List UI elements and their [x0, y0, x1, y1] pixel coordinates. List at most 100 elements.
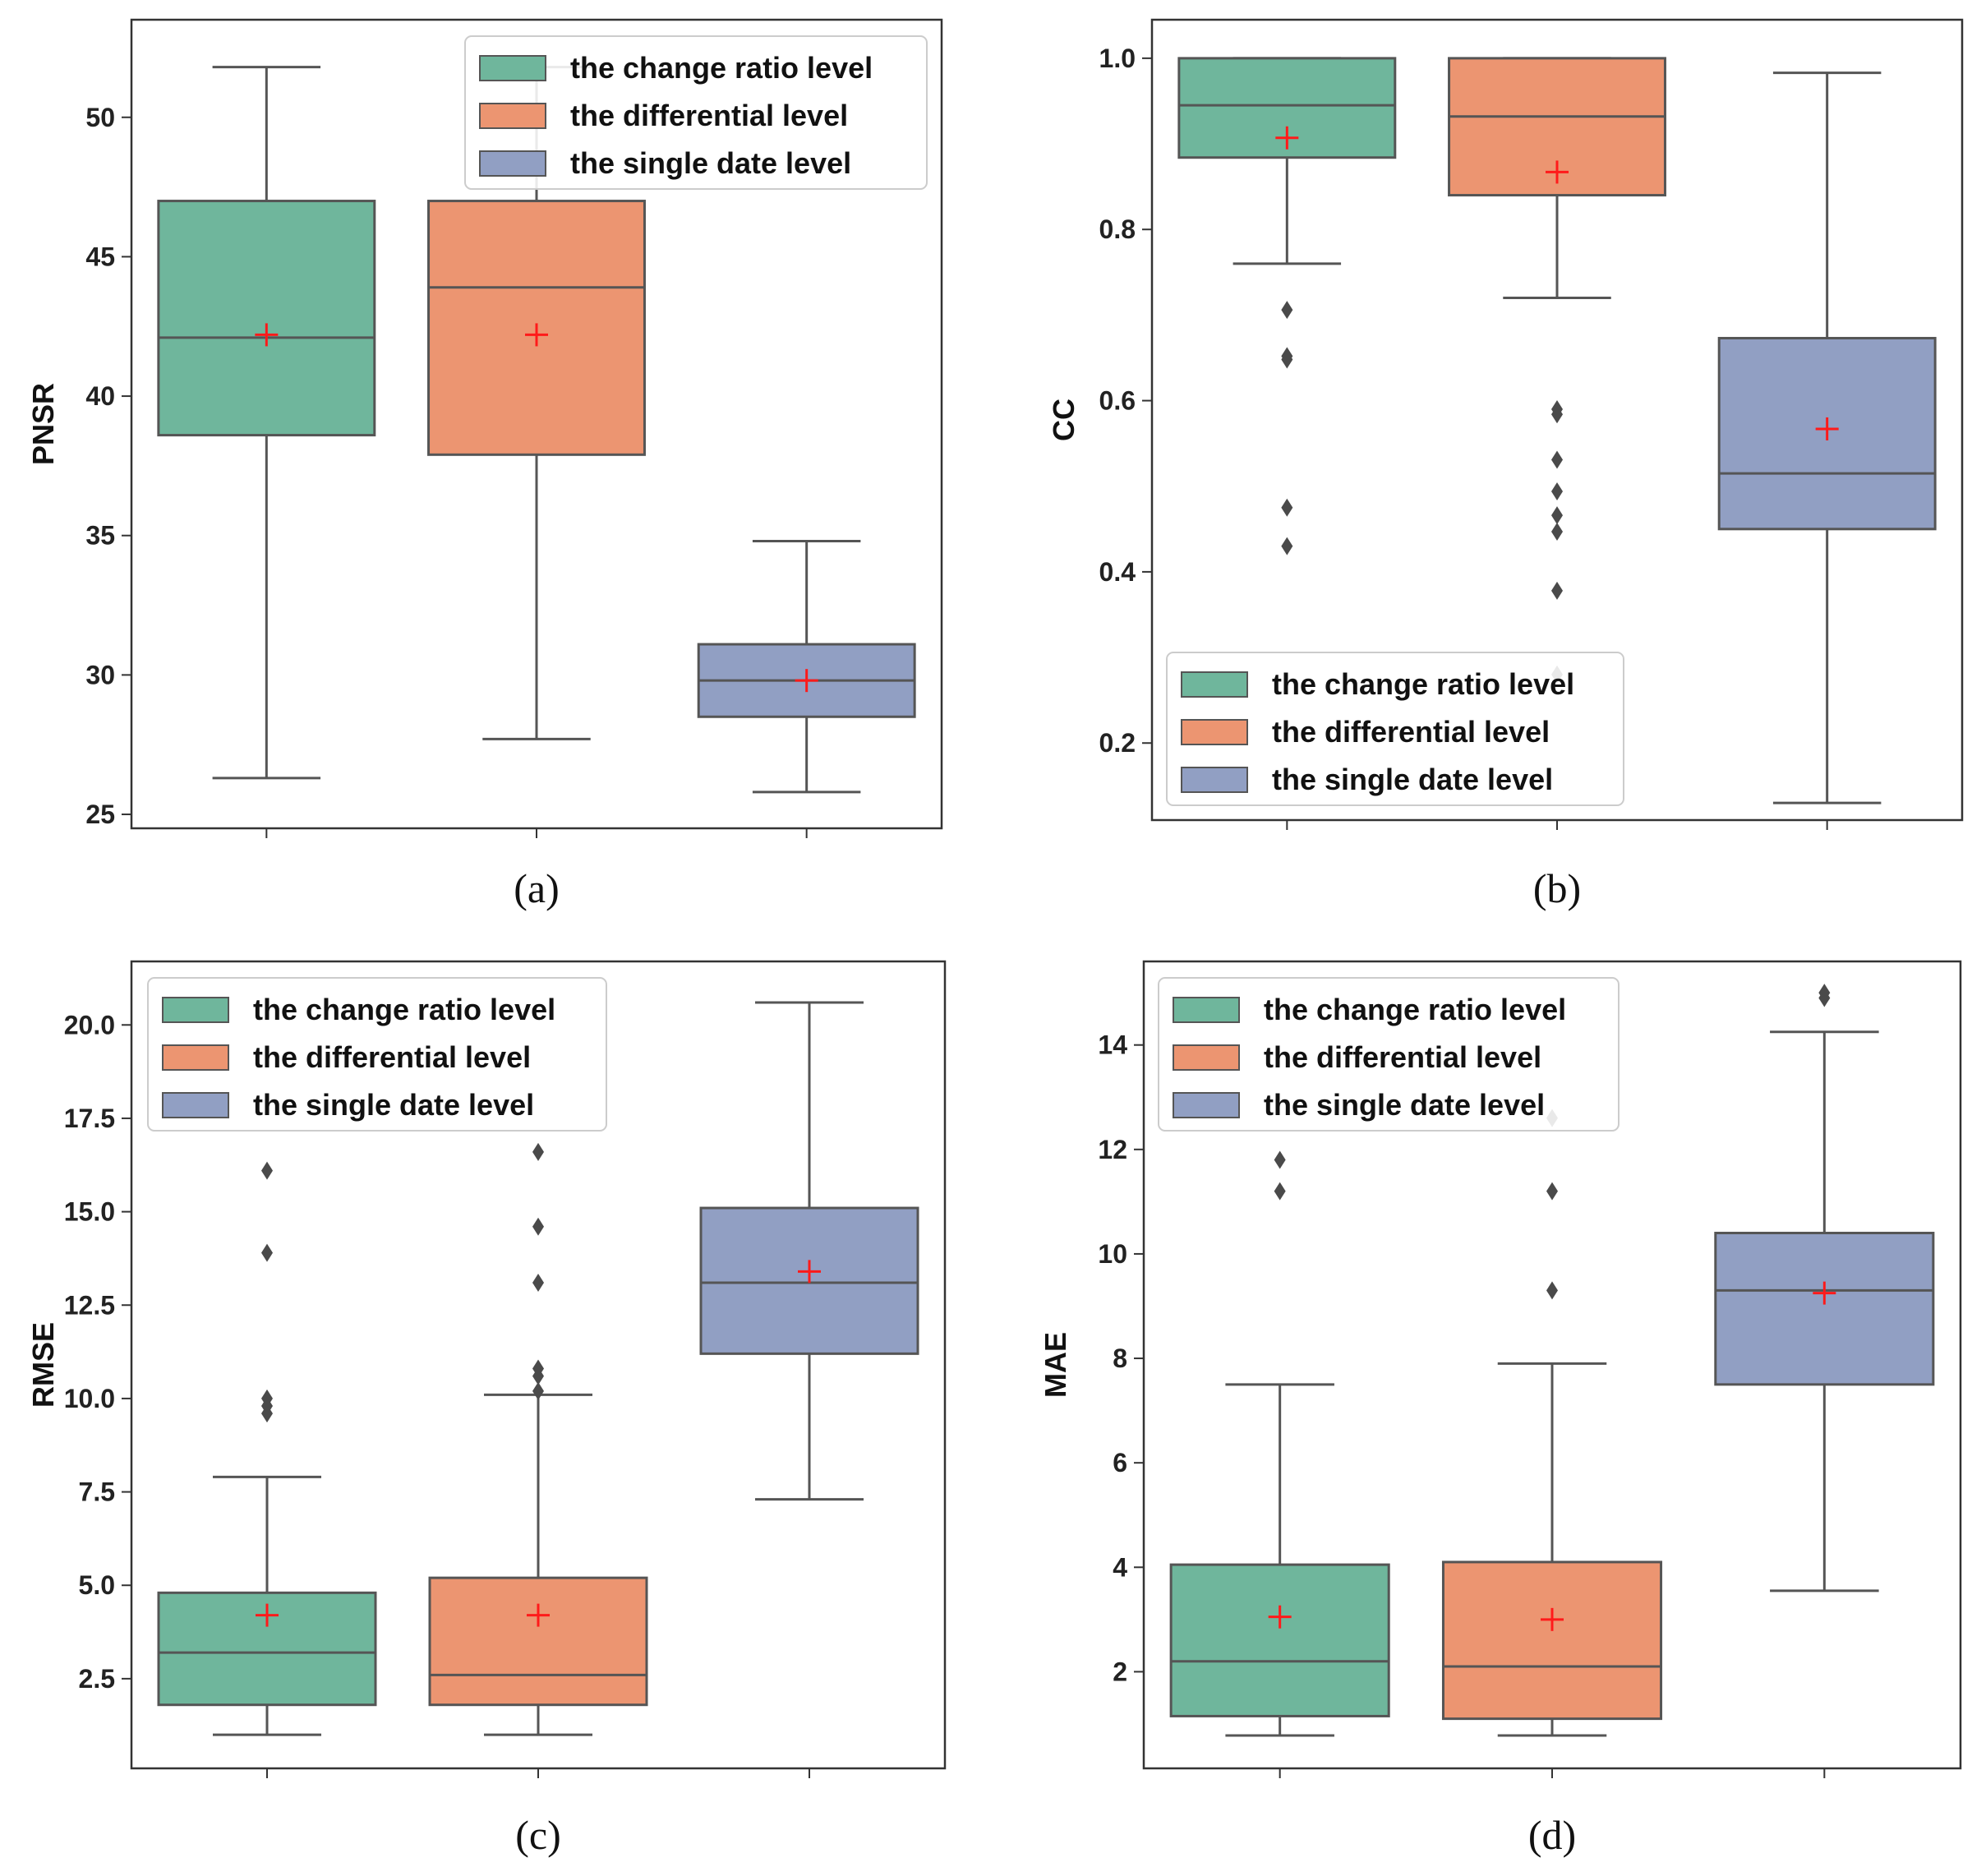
y-tick-label: 0.8 — [1099, 214, 1136, 244]
y-tick-label: 30 — [85, 660, 115, 689]
box-single-date — [699, 1001, 919, 1501]
legend: the change ratio level the differential l… — [464, 35, 928, 190]
outlier-point — [1551, 450, 1563, 469]
box-differential — [1441, 1109, 1663, 1737]
legend-frame — [1158, 977, 1620, 1132]
panel-label: (d) — [1528, 1812, 1576, 1858]
y-tick-label: 40 — [85, 381, 115, 411]
y-tick-label: 0.4 — [1099, 557, 1136, 587]
y-tick-label: 8 — [1113, 1344, 1127, 1373]
outlier-point — [1274, 1150, 1286, 1169]
outlier-point — [1281, 301, 1293, 320]
box-single-date — [1714, 984, 1935, 1593]
legend-entry: the single date level — [570, 146, 851, 180]
y-tick-label: 10 — [1098, 1239, 1127, 1269]
y-tick-label: 20.0 — [64, 1010, 115, 1039]
iqr-box — [1169, 1563, 1390, 1717]
outlier-point — [532, 1217, 544, 1236]
legend-entry: the differential level — [1272, 715, 1550, 749]
outlier-point — [261, 1161, 273, 1180]
y-axis-label: MAE — [1039, 1332, 1072, 1398]
legend-swatch — [479, 55, 546, 81]
box-differential — [427, 66, 646, 740]
legend-entry: the change ratio level — [1264, 993, 1566, 1026]
box-single-date — [697, 540, 916, 794]
y-tick-label: 0.6 — [1099, 386, 1136, 416]
box-change-ratio — [157, 66, 376, 780]
outlier-point — [261, 1243, 273, 1262]
legend-swatch — [162, 1092, 229, 1118]
y-tick-label: 2 — [1113, 1657, 1127, 1686]
box-differential — [1448, 57, 1666, 684]
y-tick-label: 25 — [85, 800, 115, 829]
y-tick-label: 17.5 — [64, 1104, 115, 1133]
legend-swatch — [1173, 1092, 1240, 1118]
legend-swatch — [162, 1044, 229, 1071]
y-axis-label: CC — [1047, 399, 1080, 441]
panel-label: (a) — [514, 865, 560, 911]
outlier-point — [1546, 1281, 1558, 1300]
legend: the change ratio level the differential l… — [1166, 652, 1624, 806]
box-single-date — [1717, 71, 1937, 804]
outlier-point — [1551, 506, 1563, 525]
y-tick-label: 4 — [1113, 1552, 1127, 1582]
legend-entry: the differential level — [1264, 1040, 1541, 1074]
box-change-ratio — [157, 1161, 377, 1736]
iqr-box — [428, 1576, 648, 1707]
y-tick-label: 5.0 — [79, 1570, 115, 1600]
outlier-point — [1281, 498, 1293, 517]
outlier-point — [1818, 989, 1831, 1007]
y-tick-label: 7.5 — [79, 1477, 115, 1507]
y-tick-label: 45 — [85, 242, 115, 271]
legend-swatch — [1181, 719, 1248, 745]
legend-frame — [147, 977, 607, 1132]
outlier-point — [1281, 350, 1293, 369]
panel-label: (b) — [1533, 865, 1581, 911]
legend-entry: the single date level — [253, 1088, 534, 1122]
y-axis-label: PNSR — [26, 383, 60, 465]
legend-entry: the differential level — [570, 99, 848, 132]
outlier-point — [532, 1367, 544, 1385]
outlier-point — [1546, 1182, 1558, 1201]
y-tick-label: 12.5 — [64, 1290, 115, 1320]
legend-swatch — [1173, 1044, 1240, 1071]
chart-c: 2.5 5.0 7.5 10.0 12.5 15.0 17.5 20.0 RMSE the cha… — [26, 960, 947, 1858]
y-tick-label: 50 — [85, 103, 115, 132]
box-change-ratio — [1177, 57, 1397, 555]
legend-swatch — [1173, 997, 1240, 1023]
legend-swatch — [162, 997, 229, 1023]
y-tick-label: 1.0 — [1099, 44, 1136, 73]
outlier-point — [1551, 405, 1563, 424]
outlier-point — [1274, 1182, 1286, 1201]
box-change-ratio — [1169, 1150, 1390, 1737]
iqr-box — [1441, 1560, 1663, 1721]
y-tick-label: 6 — [1113, 1448, 1127, 1477]
legend-swatch — [1181, 671, 1248, 698]
legend-frame — [464, 35, 928, 190]
y-axis-label: RMSE — [26, 1322, 60, 1408]
legend-entry: the change ratio level — [1272, 667, 1574, 701]
y-tick-label: 2.5 — [79, 1664, 115, 1694]
legend-entry: the differential level — [253, 1040, 531, 1074]
outlier-point — [1551, 482, 1563, 500]
legend: the change ratio level the differential l… — [1158, 977, 1620, 1132]
iqr-box — [1714, 1232, 1935, 1386]
y-tick-label: 15.0 — [64, 1197, 115, 1227]
outlier-point — [261, 1404, 273, 1423]
y-tick-label: 0.2 — [1099, 728, 1136, 758]
legend: the change ratio level the differential l… — [147, 977, 607, 1132]
legend-entry: the change ratio level — [570, 51, 873, 85]
iqr-box — [157, 200, 376, 437]
y-tick-label: 35 — [85, 521, 115, 551]
outlier-point — [532, 1142, 544, 1161]
legend-entry: the single date level — [1272, 763, 1553, 796]
legend-entry: the single date level — [1264, 1088, 1545, 1122]
box-differential — [428, 1142, 648, 1736]
legend-swatch — [1181, 767, 1248, 793]
legend-entry: the change ratio level — [253, 993, 555, 1026]
y-tick-label: 12 — [1098, 1135, 1127, 1164]
